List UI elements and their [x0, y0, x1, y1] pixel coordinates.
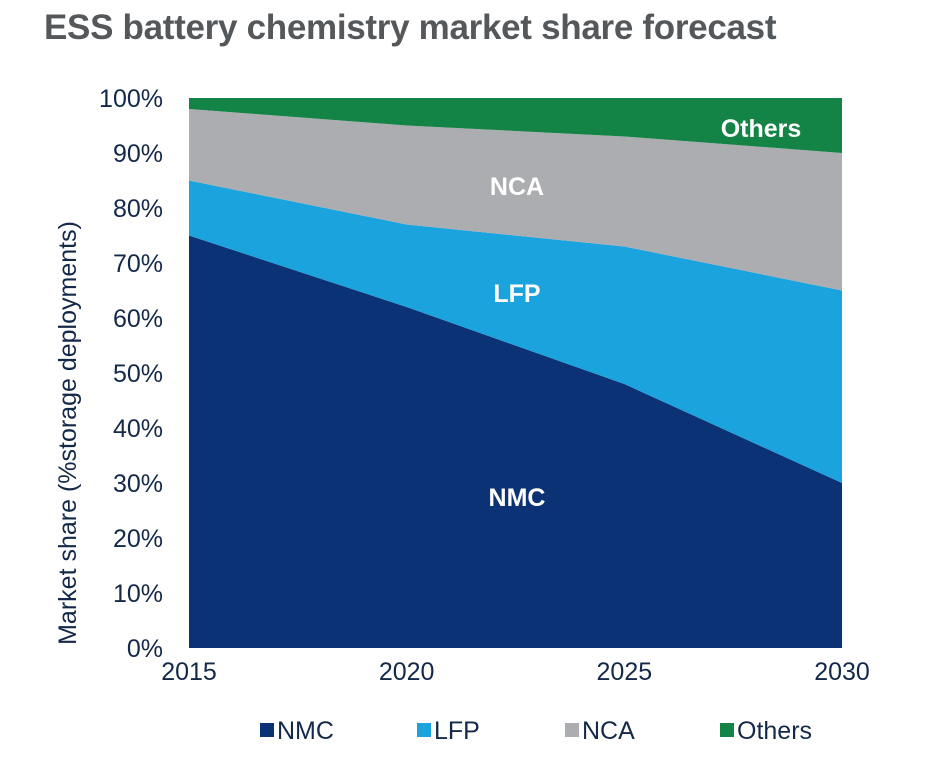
- y-tick-label: 80%: [113, 195, 163, 223]
- series-label-lfp: LFP: [493, 280, 540, 308]
- series-label-nmc: NMC: [489, 484, 546, 512]
- y-tick-label: 90%: [113, 140, 163, 168]
- y-tick-label: 60%: [113, 305, 163, 333]
- legend-item-others: Others: [720, 717, 812, 745]
- legend-label: Others: [737, 717, 812, 745]
- y-tick-label: 50%: [113, 360, 163, 388]
- x-tick-label: 2025: [597, 658, 653, 686]
- x-axis-ticks: 2015 2020 2025 2030: [161, 658, 870, 686]
- legend: NMC LFP NCA Others: [260, 717, 812, 745]
- legend-label: NCA: [582, 717, 635, 745]
- series-label-nca: NCA: [490, 173, 544, 201]
- legend-swatch: [260, 723, 274, 737]
- legend-item-nca: NCA: [565, 717, 635, 745]
- area-lfp: [189, 180, 842, 483]
- series-label-others: Others: [721, 115, 802, 143]
- legend-item-nmc: NMC: [260, 717, 334, 745]
- y-axis-label: Market share (%storage deployments): [54, 221, 82, 645]
- y-axis-ticks: 0% 10% 20% 30% 40% 50% 60% 70% 80% 90% 100%: [99, 85, 163, 663]
- chart-title: ESS battery chemistry market share forec…: [44, 8, 777, 47]
- legend-swatch: [565, 723, 579, 737]
- y-tick-label: 40%: [113, 415, 163, 443]
- x-tick-label: 2020: [379, 658, 435, 686]
- area-others: [189, 98, 842, 153]
- x-tick-label: 2015: [161, 658, 217, 686]
- y-tick-label: 100%: [99, 85, 163, 113]
- y-tick-label: 70%: [113, 250, 163, 278]
- legend-item-lfp: LFP: [417, 717, 480, 745]
- in-chart-labels: NMC LFP NCA Others: [489, 115, 802, 512]
- y-tick-label: 20%: [113, 525, 163, 553]
- area-layer: [189, 98, 842, 648]
- legend-swatch: [417, 723, 431, 737]
- legend-label: NMC: [277, 717, 334, 745]
- y-tick-label: 10%: [113, 580, 163, 608]
- y-tick-label: 0%: [127, 635, 163, 663]
- area-nca: [189, 109, 842, 291]
- legend-swatch: [720, 723, 734, 737]
- legend-label: LFP: [434, 717, 480, 745]
- y-tick-label: 30%: [113, 470, 163, 498]
- x-tick-label: 2030: [814, 658, 870, 686]
- area-nmc: [189, 235, 842, 648]
